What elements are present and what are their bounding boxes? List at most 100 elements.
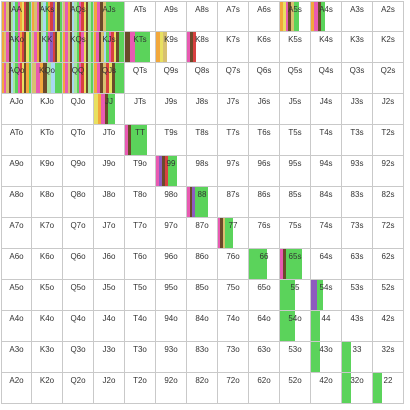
hand-cell-q3o[interactable]: Q3o — [63, 342, 94, 373]
hand-cell-72s[interactable]: 72s — [373, 218, 404, 249]
hand-cell-82s[interactable]: 82s — [373, 187, 404, 218]
hand-cell-ato[interactable]: ATo — [1, 125, 32, 156]
hand-cell-t5s[interactable]: T5s — [280, 125, 311, 156]
hand-cell-j7s[interactable]: J7s — [218, 94, 249, 125]
hand-cell-64s[interactable]: 64s — [311, 249, 342, 280]
hand-cell-q4s[interactable]: Q4s — [311, 63, 342, 94]
hand-cell-t4o[interactable]: T4o — [125, 311, 156, 342]
hand-cell-a9o[interactable]: A9o — [1, 156, 32, 187]
hand-cell-83o[interactable]: 83o — [187, 342, 218, 373]
hand-cell-aqo[interactable]: AQo — [1, 63, 32, 94]
hand-cell-kjs[interactable]: KJs — [94, 32, 125, 63]
hand-cell-j2o[interactable]: J2o — [94, 373, 125, 404]
hand-cell-98s[interactable]: 98s — [187, 156, 218, 187]
hand-cell-63s[interactable]: 63s — [342, 249, 373, 280]
hand-cell-32o[interactable]: 32o — [342, 373, 373, 404]
hand-cell-44[interactable]: 44 — [311, 311, 342, 342]
hand-cell-a3o[interactable]: A3o — [1, 342, 32, 373]
hand-cell-42o[interactable]: 42o — [311, 373, 342, 404]
hand-cell-73s[interactable]: 73s — [342, 218, 373, 249]
hand-cell-k5o[interactable]: K5o — [32, 280, 63, 311]
hand-cell-j9o[interactable]: J9o — [94, 156, 125, 187]
hand-cell-k2s[interactable]: K2s — [373, 32, 404, 63]
hand-cell-94s[interactable]: 94s — [311, 156, 342, 187]
hand-cell-t2s[interactable]: T2s — [373, 125, 404, 156]
hand-cell-76o[interactable]: 76o — [218, 249, 249, 280]
hand-cell-qq[interactable]: QQ — [63, 63, 94, 94]
hand-cell-88[interactable]: 88 — [187, 187, 218, 218]
hand-cell-jts[interactable]: JTs — [125, 94, 156, 125]
hand-cell-kto[interactable]: KTo — [32, 125, 63, 156]
hand-cell-q6s[interactable]: Q6s — [249, 63, 280, 94]
hand-cell-t2o[interactable]: T2o — [125, 373, 156, 404]
hand-cell-q7o[interactable]: Q7o — [63, 218, 94, 249]
hand-cell-a9s[interactable]: A9s — [156, 1, 187, 32]
hand-cell-j3s[interactable]: J3s — [342, 94, 373, 125]
hand-cell-aks[interactable]: AKs — [32, 1, 63, 32]
hand-cell-86o[interactable]: 86o — [187, 249, 218, 280]
hand-cell-k9o[interactable]: K9o — [32, 156, 63, 187]
hand-cell-k3s[interactable]: K3s — [342, 32, 373, 63]
hand-cell-k3o[interactable]: K3o — [32, 342, 63, 373]
hand-cell-k8o[interactable]: K8o — [32, 187, 63, 218]
hand-cell-t5o[interactable]: T5o — [125, 280, 156, 311]
hand-cell-t6s[interactable]: T6s — [249, 125, 280, 156]
hand-cell-q2s[interactable]: Q2s — [373, 63, 404, 94]
hand-cell-jto[interactable]: JTo — [94, 125, 125, 156]
hand-cell-64o[interactable]: 64o — [249, 311, 280, 342]
hand-cell-k6o[interactable]: K6o — [32, 249, 63, 280]
hand-cell-k4o[interactable]: K4o — [32, 311, 63, 342]
hand-cell-a5s[interactable]: A5s — [280, 1, 311, 32]
hand-cell-q5s[interactable]: Q5s — [280, 63, 311, 94]
hand-cell-76s[interactable]: 76s — [249, 218, 280, 249]
hand-cell-k9s[interactable]: K9s — [156, 32, 187, 63]
hand-cell-85o[interactable]: 85o — [187, 280, 218, 311]
hand-cell-87s[interactable]: 87s — [218, 187, 249, 218]
hand-cell-53s[interactable]: 53s — [342, 280, 373, 311]
hand-cell-99[interactable]: 99 — [156, 156, 187, 187]
hand-cell-k6s[interactable]: K6s — [249, 32, 280, 63]
hand-cell-kk[interactable]: KK — [32, 32, 63, 63]
hand-cell-33[interactable]: 33 — [342, 342, 373, 373]
hand-cell-qjo[interactable]: QJo — [63, 94, 94, 125]
hand-cell-q4o[interactable]: Q4o — [63, 311, 94, 342]
hand-cell-a2o[interactable]: A2o — [1, 373, 32, 404]
hand-cell-t3o[interactable]: T3o — [125, 342, 156, 373]
hand-cell-q5o[interactable]: Q5o — [63, 280, 94, 311]
hand-cell-t4s[interactable]: T4s — [311, 125, 342, 156]
hand-cell-84s[interactable]: 84s — [311, 187, 342, 218]
hand-cell-q6o[interactable]: Q6o — [63, 249, 94, 280]
hand-cell-84o[interactable]: 84o — [187, 311, 218, 342]
hand-cell-t7s[interactable]: T7s — [218, 125, 249, 156]
hand-cell-t6o[interactable]: T6o — [125, 249, 156, 280]
hand-cell-aa[interactable]: AA — [1, 1, 32, 32]
hand-cell-t8s[interactable]: T8s — [187, 125, 218, 156]
hand-cell-94o[interactable]: 94o — [156, 311, 187, 342]
hand-cell-a6o[interactable]: A6o — [1, 249, 32, 280]
hand-cell-54o[interactable]: 54o — [280, 311, 311, 342]
hand-cell-a3s[interactable]: A3s — [342, 1, 373, 32]
hand-cell-qto[interactable]: QTo — [63, 125, 94, 156]
hand-cell-43o[interactable]: 43o — [311, 342, 342, 373]
hand-cell-qjs[interactable]: QJs — [94, 63, 125, 94]
hand-cell-83s[interactable]: 83s — [342, 187, 373, 218]
hand-cell-kqs[interactable]: KQs — [63, 32, 94, 63]
hand-cell-22[interactable]: 22 — [373, 373, 404, 404]
hand-cell-93s[interactable]: 93s — [342, 156, 373, 187]
hand-cell-k7s[interactable]: K7s — [218, 32, 249, 63]
hand-cell-95o[interactable]: 95o — [156, 280, 187, 311]
hand-cell-a7o[interactable]: A7o — [1, 218, 32, 249]
hand-cell-a4s[interactable]: A4s — [311, 1, 342, 32]
hand-cell-82o[interactable]: 82o — [187, 373, 218, 404]
hand-cell-a6s[interactable]: A6s — [249, 1, 280, 32]
hand-cell-jj[interactable]: JJ — [94, 94, 125, 125]
hand-cell-53o[interactable]: 53o — [280, 342, 311, 373]
hand-cell-43s[interactable]: 43s — [342, 311, 373, 342]
hand-cell-q7s[interactable]: Q7s — [218, 63, 249, 94]
hand-cell-t7o[interactable]: T7o — [125, 218, 156, 249]
hand-cell-73o[interactable]: 73o — [218, 342, 249, 373]
hand-cell-74s[interactable]: 74s — [311, 218, 342, 249]
hand-cell-j4o[interactable]: J4o — [94, 311, 125, 342]
hand-cell-q9s[interactable]: Q9s — [156, 63, 187, 94]
hand-cell-a2s[interactable]: A2s — [373, 1, 404, 32]
